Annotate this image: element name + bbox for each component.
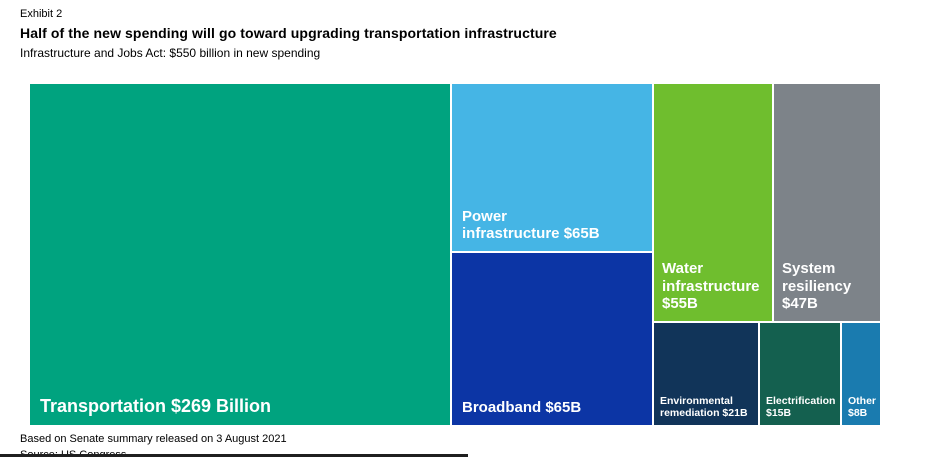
footer-divider bbox=[0, 454, 468, 457]
tile-label-electrification: Electrification $15B bbox=[766, 394, 836, 420]
treemap-tile-broadband: Broadband $65B bbox=[452, 253, 652, 425]
treemap-tile-system-resiliency: System resiliency $47B bbox=[774, 84, 880, 321]
tile-label-power-infrastructure: Power infrastructure $65B bbox=[462, 207, 600, 243]
tile-label-other: Other $8B bbox=[848, 394, 877, 420]
treemap-tile-water-infrastructure: Water infrastructure $55B bbox=[654, 84, 772, 321]
tile-label-water-infrastructure: Water infrastructure $55B bbox=[662, 259, 760, 313]
treemap-tile-electrification: Electrification $15B bbox=[760, 323, 840, 425]
tile-label-environmental-remediation: Environmental remediation $21B bbox=[660, 394, 748, 420]
treemap-tile-other: Other $8B bbox=[842, 323, 880, 425]
page-title: Half of the new spending will go toward … bbox=[20, 25, 557, 41]
footer-note: Based on Senate summary released on 3 Au… bbox=[20, 433, 287, 445]
footer-source: Source: US Congress bbox=[20, 449, 127, 457]
tile-label-system-resiliency: System resiliency $47B bbox=[782, 259, 852, 313]
treemap-tile-environmental-remediation: Environmental remediation $21B bbox=[654, 323, 758, 425]
exhibit-number: Exhibit 2 bbox=[20, 8, 63, 20]
tile-label-broadband: Broadband $65B bbox=[462, 399, 582, 417]
tile-label-transportation: Transportation $269 Billion bbox=[40, 395, 272, 416]
page-subtitle: Infrastructure and Jobs Act: $550 billio… bbox=[20, 46, 321, 60]
treemap-chart: Transportation $269 Billion Power infras… bbox=[30, 84, 880, 425]
treemap-tile-transportation: Transportation $269 Billion bbox=[30, 84, 450, 425]
treemap-tile-power-infrastructure: Power infrastructure $65B bbox=[452, 84, 652, 251]
